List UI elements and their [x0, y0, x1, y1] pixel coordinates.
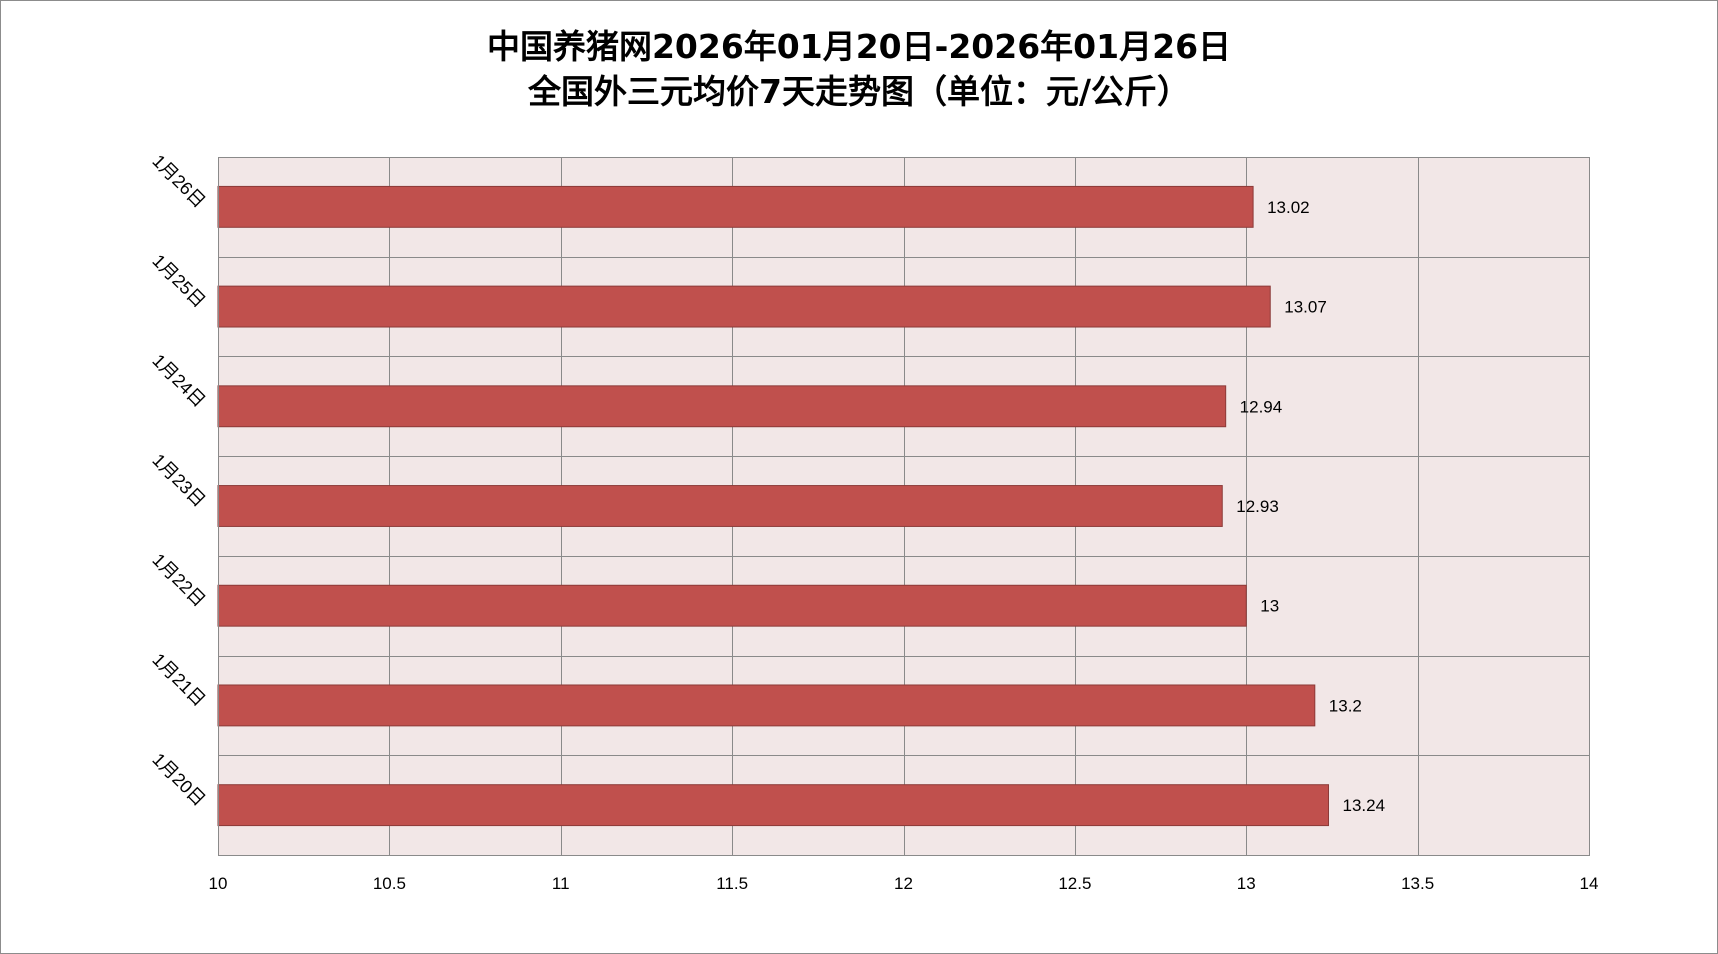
category-label: 1月23日: [148, 450, 209, 511]
data-label: 13.07: [1284, 298, 1327, 317]
chart-title-line-1: 中国养猪网2026年01月20日-2026年01月26日: [486, 27, 1232, 66]
x-tick-label: 11.5: [716, 874, 748, 893]
bar: [217, 385, 1227, 428]
x-tick-label: 11: [552, 874, 570, 893]
x-tick-label: 10.5: [373, 874, 406, 893]
category-label: 1月21日: [148, 649, 209, 710]
bar: [217, 784, 1330, 827]
data-label: 13.2: [1329, 696, 1362, 715]
x-tick-label: 13: [1237, 874, 1256, 893]
category-label: 1月25日: [148, 251, 209, 312]
category-label: 1月22日: [148, 550, 209, 611]
data-label: 13: [1260, 597, 1279, 616]
x-tick-label: 12: [894, 874, 913, 893]
category-label: 1月24日: [148, 350, 209, 411]
bar: [217, 485, 1223, 527]
x-tick-label: 13.5: [1401, 874, 1434, 893]
data-label: 13.24: [1343, 796, 1386, 815]
plot-border: [218, 157, 1590, 856]
bar: [217, 185, 1254, 228]
data-label: 12.94: [1240, 397, 1283, 416]
x-tick-label: 14: [1580, 874, 1599, 893]
x-tick-label: 10: [209, 874, 228, 893]
category-label: 1月26日: [148, 151, 209, 212]
x-tick-label: 12.5: [1058, 874, 1091, 893]
chart-title-line-2: 全国外三元均价7天走势图（单位：元/公斤）: [527, 72, 1190, 111]
bar: [217, 684, 1316, 727]
data-label: 12.93: [1236, 497, 1279, 516]
bar: [217, 584, 1247, 627]
bar: [217, 285, 1271, 328]
data-label: 13.02: [1267, 198, 1310, 217]
category-label: 1月20日: [148, 749, 209, 810]
